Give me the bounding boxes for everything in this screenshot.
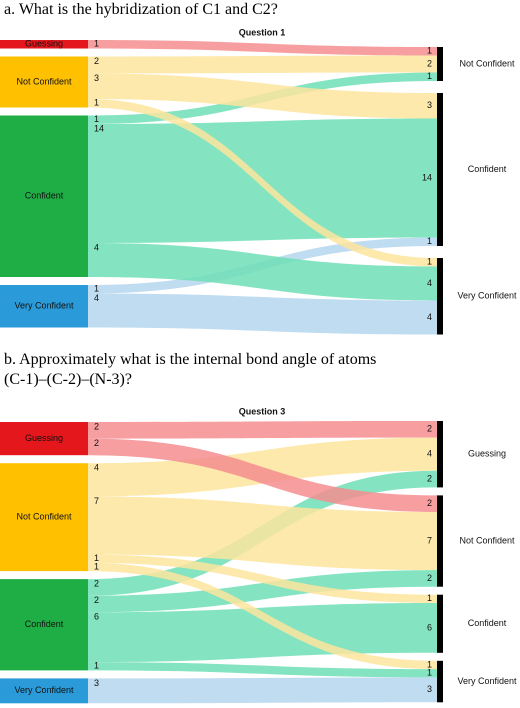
flow: [88, 662, 437, 678]
flow: [88, 554, 437, 603]
flow-value-label: 3: [94, 678, 99, 688]
source-node: [0, 422, 88, 456]
source-node-label: Very Confident: [14, 301, 74, 311]
flow: [88, 562, 437, 670]
flow-value-label: 4: [427, 449, 432, 459]
source-node: [0, 579, 88, 671]
flow: [88, 421, 437, 439]
flow-value-label: 14: [422, 172, 432, 182]
flow-value-label: 1: [427, 668, 432, 678]
flow-value-label: 1: [94, 98, 99, 108]
flow: [88, 570, 437, 613]
flow: [88, 243, 437, 301]
source-node: [0, 56, 88, 108]
flow-value-label: 2: [427, 424, 432, 434]
flow-value-label: 1: [94, 114, 99, 124]
flow-value-label: 6: [427, 622, 432, 632]
target-node: [437, 47, 443, 81]
flow-value-label: 4: [427, 278, 432, 288]
source-node-label: Not Confident: [16, 512, 72, 522]
flow: [88, 496, 437, 571]
target-node-label: Not Confident: [459, 58, 515, 68]
source-node-label: Guessing: [25, 433, 63, 443]
flow-value-label: 1: [427, 659, 432, 669]
source-node: [0, 115, 88, 277]
flow-value-label: 7: [94, 496, 99, 506]
flow-value-label: 4: [427, 312, 432, 322]
source-node: [0, 285, 88, 328]
flow: [88, 55, 437, 74]
source-node-label: Confident: [25, 191, 64, 201]
flow-value-label: 2: [427, 498, 432, 508]
target-node-label: Guessing: [468, 449, 506, 459]
target-node-label: Very Confident: [457, 676, 517, 686]
source-node-label: Guessing: [25, 39, 63, 49]
flow-value-label: 1: [427, 46, 432, 56]
flow-value-label: 7: [427, 535, 432, 545]
caption: a. What is the hybridization of C1 and C…: [4, 1, 278, 18]
source-node-label: Very Confident: [14, 685, 74, 695]
chart-title: Question 3: [239, 406, 286, 416]
flow-value-label: 1: [427, 71, 432, 81]
source-node-label: Confident: [25, 619, 64, 629]
flow-value-label: 2: [427, 473, 432, 483]
flow-value-label: 2: [94, 595, 99, 605]
source-node: [0, 463, 88, 572]
flow-value-label: 4: [94, 293, 99, 303]
flow-value-label: 1: [94, 661, 99, 671]
flow: [88, 40, 437, 56]
flow-value-label: 3: [427, 684, 432, 694]
target-node: [437, 594, 443, 653]
flow-value-label: 1: [94, 284, 99, 294]
flow: [88, 73, 437, 119]
flow-value-label: 1: [94, 553, 99, 563]
flow-value-label: 6: [94, 612, 99, 622]
flow-value-label: 3: [427, 100, 432, 110]
target-node: [437, 93, 443, 246]
flow-value-label: 1: [427, 593, 432, 603]
flow: [88, 99, 437, 267]
flow-value-label: 1: [94, 561, 99, 571]
source-node: [0, 40, 88, 49]
flow-value-label: 14: [94, 123, 104, 133]
flow-value-label: 1: [427, 236, 432, 246]
target-node: [437, 258, 443, 335]
flow-value-label: 2: [94, 421, 99, 431]
flow-value-label: 3: [94, 73, 99, 83]
target-node-label: Confident: [468, 618, 507, 628]
flow-value-label: 2: [427, 58, 432, 68]
flow-value-label: 1: [94, 39, 99, 49]
flow: [88, 293, 437, 335]
flow-value-label: 4: [94, 463, 99, 473]
flow-value-label: 1: [427, 257, 432, 267]
caption: b. Approximately what is the internal bo…: [4, 351, 377, 388]
flow-value-label: 2: [94, 438, 99, 448]
target-node: [437, 660, 443, 703]
chart-title: Question 1: [239, 27, 286, 37]
flow-value-label: 4: [94, 242, 99, 252]
flow: [88, 603, 437, 663]
flow-value-label: 2: [94, 578, 99, 588]
flow: [88, 438, 437, 512]
flow: [88, 677, 437, 704]
target-node-label: Very Confident: [457, 291, 517, 301]
target-node-label: Not Confident: [459, 535, 515, 545]
source-node: [0, 678, 88, 704]
target-node: [437, 495, 443, 587]
target-node-label: Confident: [468, 164, 507, 174]
flow-value-label: 2: [94, 56, 99, 66]
source-node-label: Not Confident: [16, 76, 72, 86]
flow-value-label: 2: [427, 573, 432, 583]
target-node: [437, 421, 443, 488]
